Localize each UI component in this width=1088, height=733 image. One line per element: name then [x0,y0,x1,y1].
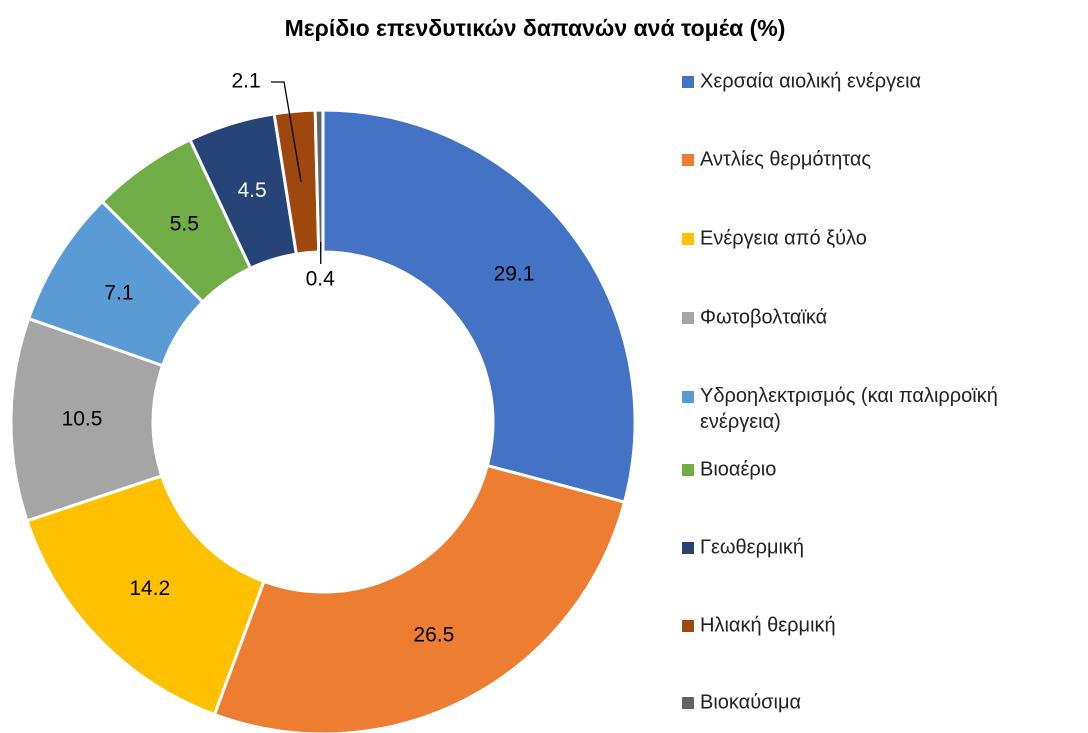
legend-label: Ενέργεια από ξύλο [700,227,867,249]
legend-swatch [682,620,694,632]
donut-slice [212,463,627,733]
legend-swatch [682,76,694,88]
legend-label: Βιοκαύσιμα [700,691,801,713]
data-label: 14.2 [129,577,170,600]
legend-swatch [682,542,694,554]
legend-swatch [682,697,694,709]
legend-swatch [682,233,694,245]
legend-swatch [682,312,694,324]
legend-label: Αντλίες θερμότητας [700,148,871,170]
data-label: 10.5 [62,408,103,431]
legend-swatch [682,464,694,476]
data-label: 5.5 [170,212,199,235]
legend-label: Ηλιακή θερμική [700,614,836,636]
legend-swatch [682,391,694,403]
legend-label: Βιοαέριο [700,458,776,480]
legend-label: Φωτοβολταϊκά [700,306,827,328]
donut-slice [313,108,325,254]
data-label: 29.1 [494,263,535,286]
donut-slice [321,108,637,504]
leader-line [271,81,302,183]
chart-title: Μερίδιο επενδυτικών δαπανών ανά τομέα (%… [285,15,786,41]
data-label: 4.5 [237,179,266,202]
legend-swatch [682,154,694,166]
legend-label: Υδροηλεκτρισμός (και παλιρροϊκή ενέργεια) [700,385,998,433]
data-label: 2.1 [231,70,260,93]
legend-label: Γεωθερμική [700,536,804,558]
data-label: 7.1 [104,281,133,304]
donut-slice [25,473,266,717]
data-label: 26.5 [413,624,454,647]
data-label: 0.4 [306,268,336,291]
legend-label: Χερσαία αιολική ενέργεια [700,70,921,92]
